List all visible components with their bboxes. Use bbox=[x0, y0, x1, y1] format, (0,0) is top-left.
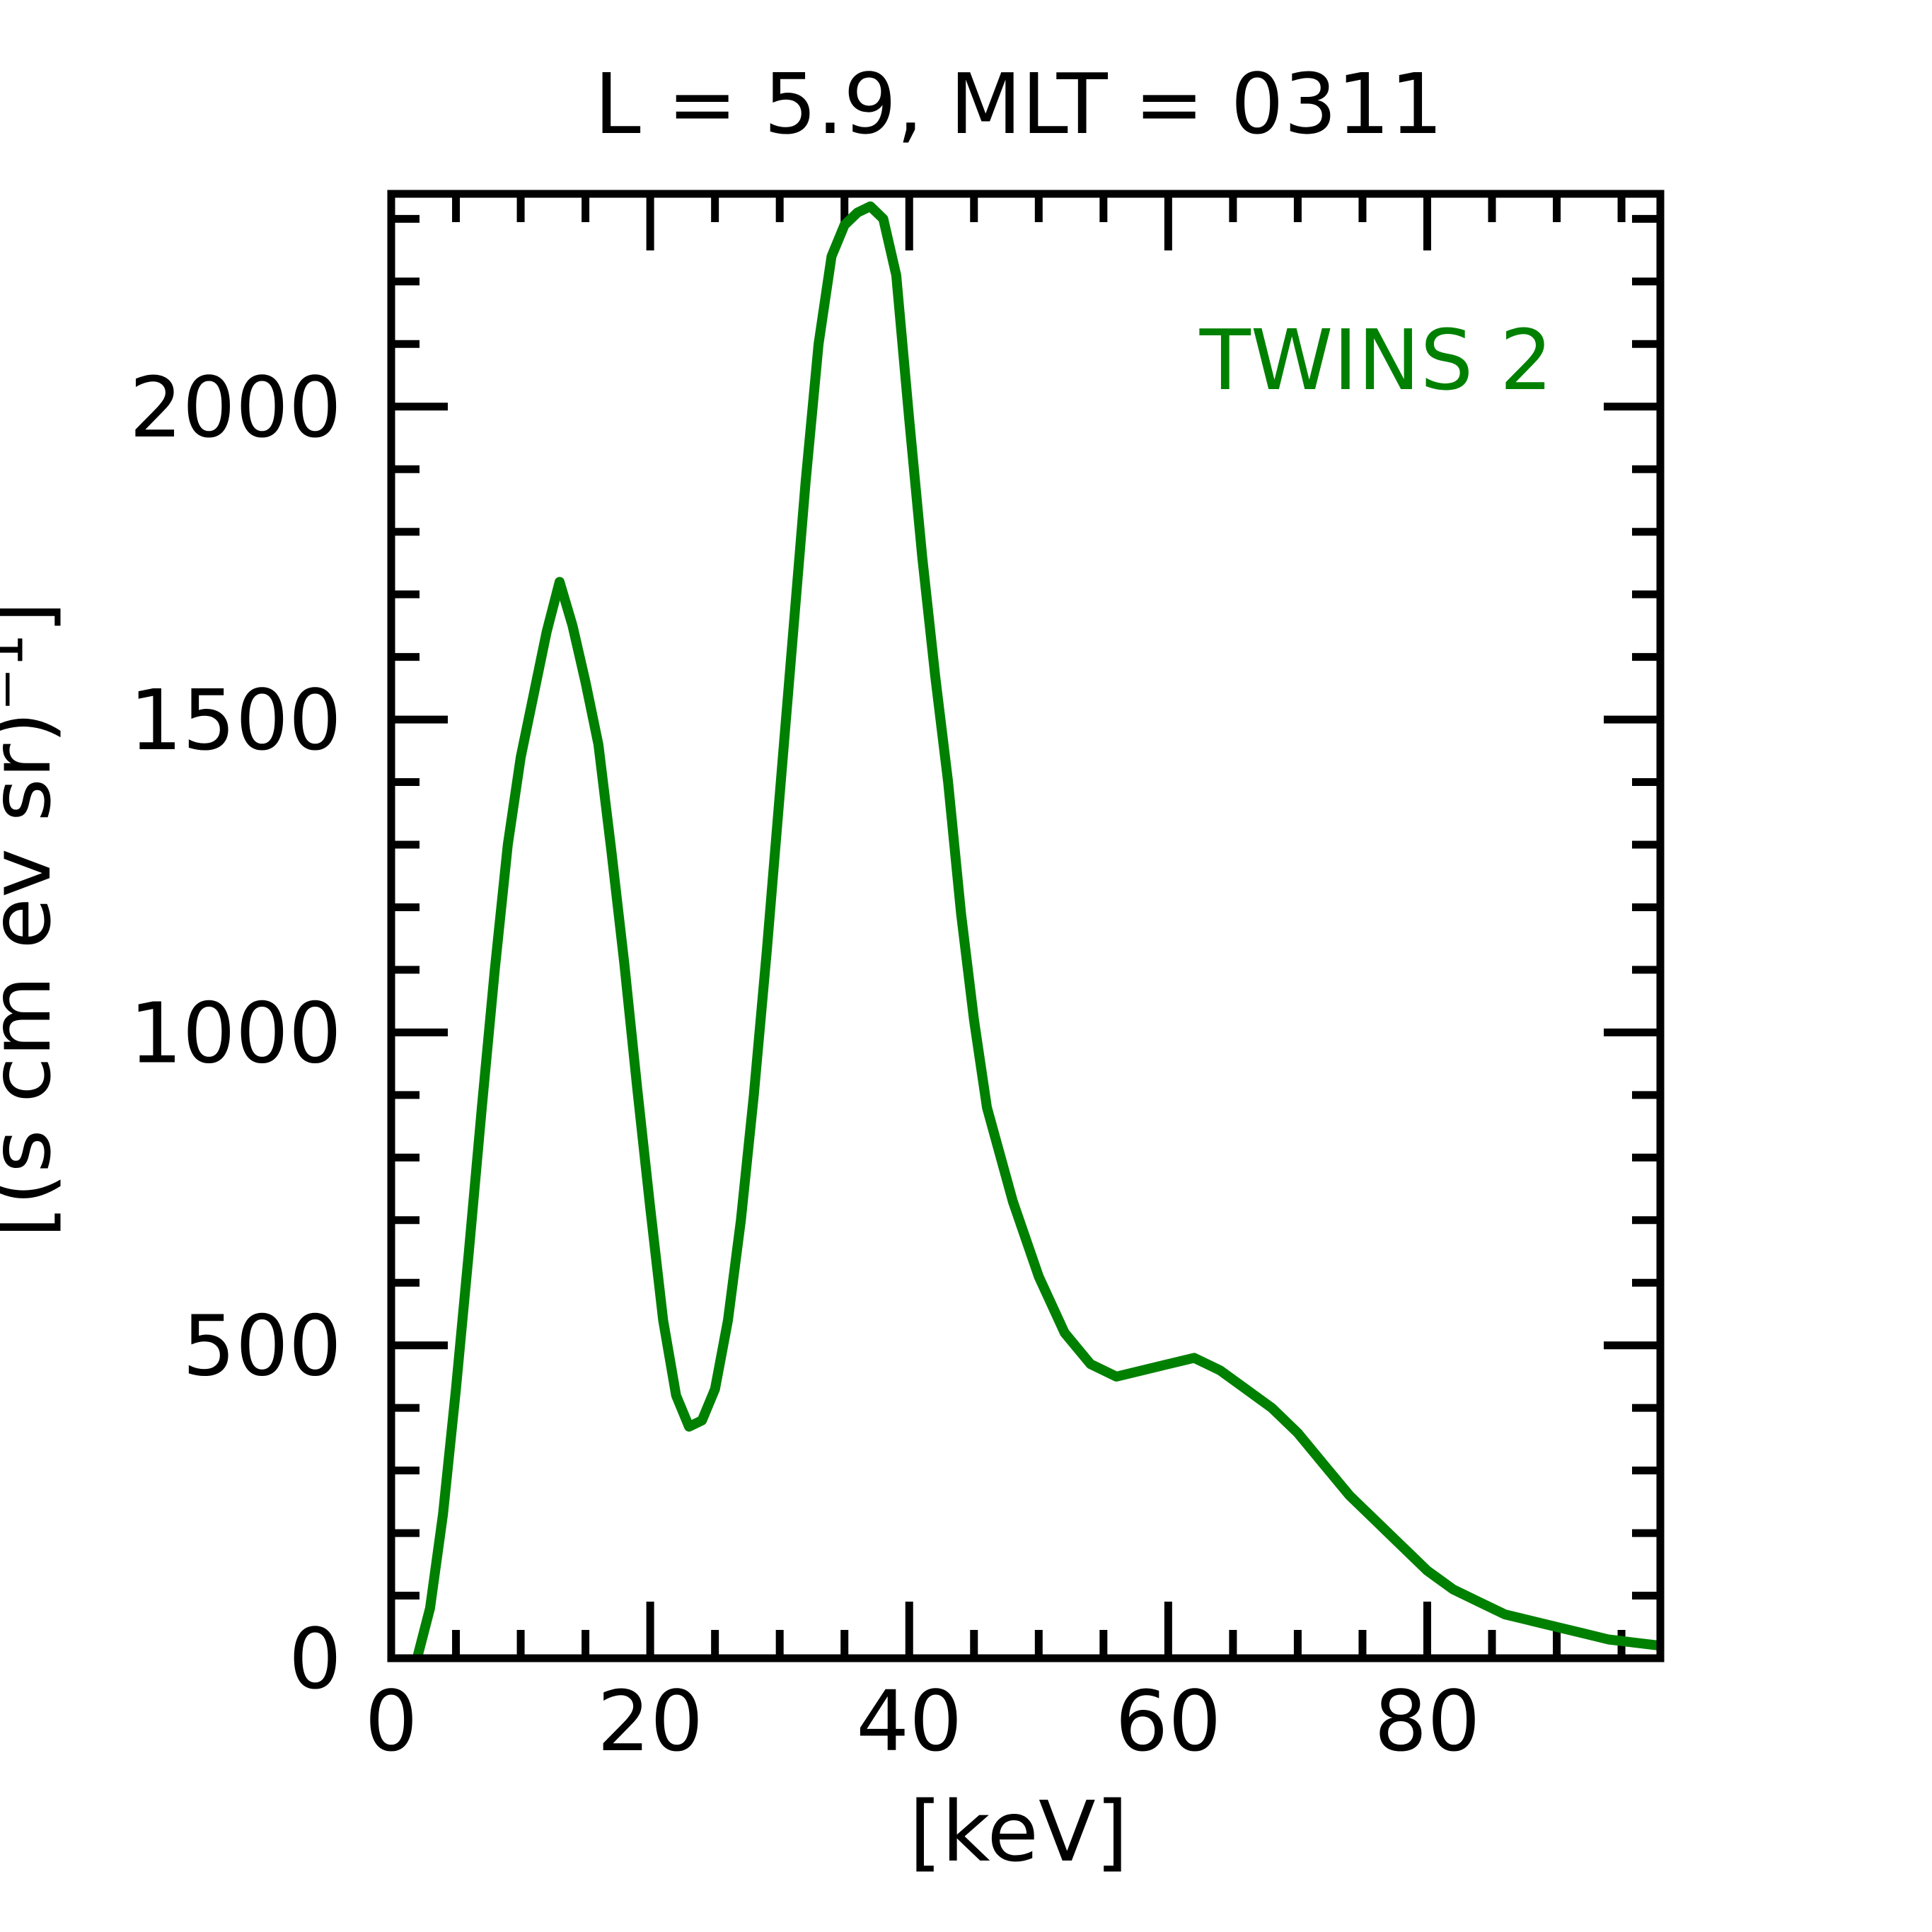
x-tick-label: 20 bbox=[597, 1672, 703, 1770]
x-axis-label: [keV] bbox=[909, 1783, 1128, 1880]
y-tick-label: 1000 bbox=[129, 984, 342, 1082]
y-tick-label: 500 bbox=[183, 1297, 342, 1395]
x-tick-label: 80 bbox=[1374, 1672, 1480, 1770]
y-tick-label: 2000 bbox=[129, 359, 342, 456]
series-line-twins-2 bbox=[412, 201, 1660, 1658]
chart-title: L = 5.9, MLT = 0311 bbox=[594, 55, 1443, 153]
series-layer bbox=[412, 201, 1660, 1658]
ticks-layer: 0 20 40 60 80 0 500 1000 1500 2000 bbox=[129, 194, 1660, 1770]
plot-frame bbox=[387, 190, 1665, 1662]
x-tick-label: 60 bbox=[1115, 1672, 1221, 1770]
y-axis-label: [(s cm ev sr)⁻¹] bbox=[0, 601, 69, 1238]
legend-label-twins-2: TWINS 2 bbox=[1199, 311, 1553, 409]
y-tick-label: 1500 bbox=[129, 671, 342, 769]
y-tick-label: 0 bbox=[289, 1610, 342, 1708]
x-tick-label: 0 bbox=[364, 1672, 417, 1770]
x-tick-label: 40 bbox=[856, 1672, 962, 1770]
